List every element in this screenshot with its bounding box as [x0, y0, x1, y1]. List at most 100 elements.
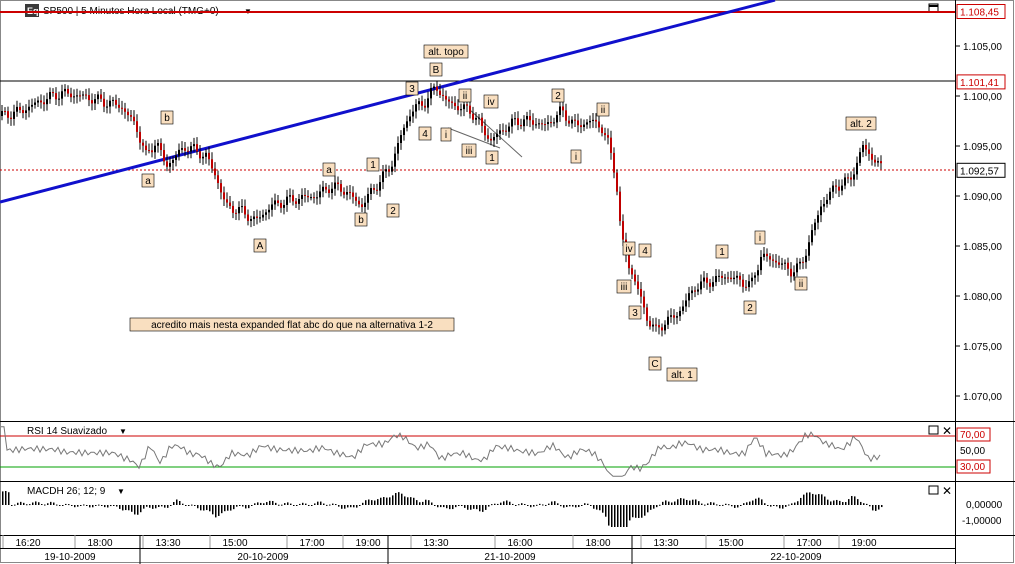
candle-body [364, 202, 366, 208]
macd-bar [161, 505, 163, 507]
macd-bar [254, 503, 256, 505]
macd-bar [212, 505, 214, 515]
candle-body [313, 197, 315, 199]
macd-bar [125, 505, 127, 511]
candle-body [799, 261, 801, 264]
candle-body [661, 327, 663, 331]
macd-bar [134, 505, 136, 515]
candle-body [823, 203, 825, 207]
candle-body [49, 92, 51, 100]
price-tick-label: 1.105,00 [963, 42, 1002, 53]
macd-bar [755, 498, 757, 505]
candle-body [169, 162, 171, 167]
macd-bar [116, 505, 118, 507]
macd-bar [761, 499, 763, 505]
candle-body [421, 101, 423, 106]
macd-bar [617, 505, 619, 527]
macd-bar [419, 502, 421, 505]
price-tick-label: 1.085,00 [963, 242, 1002, 253]
macd-bar [77, 505, 79, 507]
candle-body [754, 275, 756, 278]
wave-label: i [445, 130, 447, 141]
candle-body [181, 148, 183, 150]
wave-label: B [433, 65, 440, 76]
wave-label: iv [487, 97, 494, 108]
wave-label: ii [601, 105, 605, 116]
candle-body [463, 104, 465, 110]
candle-body [457, 106, 459, 111]
candle-body [214, 168, 216, 176]
rsi-title[interactable]: RSI 14 Suavizado [27, 426, 107, 437]
price-flag [956, 162, 1006, 178]
macd-bar [674, 501, 676, 505]
time-tick-label: 15:00 [222, 538, 247, 549]
price-flags: 1.108,45 1.101,41 1.092,57 [956, 4, 1006, 178]
macd-bar [851, 495, 853, 505]
wave-label: iv [625, 244, 632, 255]
candle-body [334, 182, 336, 189]
macd-bar [869, 505, 871, 507]
candle-body [775, 260, 777, 263]
macd-bar [401, 493, 403, 505]
macd-bar [611, 505, 613, 527]
macd-bar [731, 505, 733, 507]
macd-bar [683, 498, 685, 505]
candle-body [859, 152, 861, 163]
macd-bar [365, 500, 367, 505]
macd-bar [287, 502, 289, 505]
candle-body [361, 204, 363, 208]
rsi-flag-30 [956, 459, 991, 474]
candle-body [850, 177, 852, 180]
macd-bar [113, 505, 115, 506]
candle-body [544, 124, 546, 126]
macd-bar [578, 505, 580, 508]
candle-body [712, 282, 714, 287]
candle-body [469, 105, 471, 114]
macd-title[interactable]: MACDH 26; 12; 9 [27, 486, 106, 497]
macd-dropdown-icon[interactable]: ▼ [117, 487, 125, 496]
macd-bar [11, 505, 13, 506]
macd-bar [275, 502, 277, 505]
macd-bar [155, 505, 157, 509]
candle-body [163, 150, 165, 162]
macd-bar [128, 505, 130, 511]
wave-label-box [423, 44, 469, 59]
macd-maximize-icon[interactable] [928, 485, 939, 495]
app-icon[interactable] [25, 4, 39, 17]
macd-bar [188, 505, 190, 506]
macd-bar [209, 505, 211, 512]
candle-body [259, 217, 261, 219]
candle-body [187, 150, 189, 152]
candle-body [346, 192, 348, 195]
candle-body [793, 272, 795, 277]
candle-body [139, 131, 141, 143]
channel-line-2[interactable] [469, 109, 523, 158]
candle-body [475, 117, 477, 120]
macd-bar [23, 502, 25, 505]
wave-label-box [648, 356, 662, 371]
macd-bar [407, 497, 409, 505]
rsi-maximize-icon[interactable] [928, 425, 939, 435]
candle-body [124, 108, 126, 112]
candle-body [19, 106, 21, 111]
macd-bar [95, 505, 97, 506]
trend-line[interactable] [0, 0, 776, 204]
macd-bar [380, 497, 382, 505]
rsi-dropdown-icon[interactable]: ▼ [119, 427, 127, 436]
rsi-flag-70-text: 70,00 [960, 430, 985, 441]
candle-body [238, 207, 240, 214]
macd-close-icon[interactable]: ✕ [942, 484, 952, 498]
rsi-close-icon[interactable]: ✕ [942, 424, 952, 438]
candle-body [817, 215, 819, 223]
macd-histogram [2, 491, 883, 527]
candle-body [856, 162, 858, 175]
wave-label-box [322, 162, 336, 177]
macd-bar [284, 503, 286, 505]
candle-body [277, 200, 279, 203]
macd-bar [560, 505, 562, 507]
macd-bar [650, 505, 652, 510]
macd-bar [791, 503, 793, 505]
candle-body [829, 191, 831, 200]
macd-bar [197, 505, 199, 509]
candle-body [184, 148, 186, 151]
